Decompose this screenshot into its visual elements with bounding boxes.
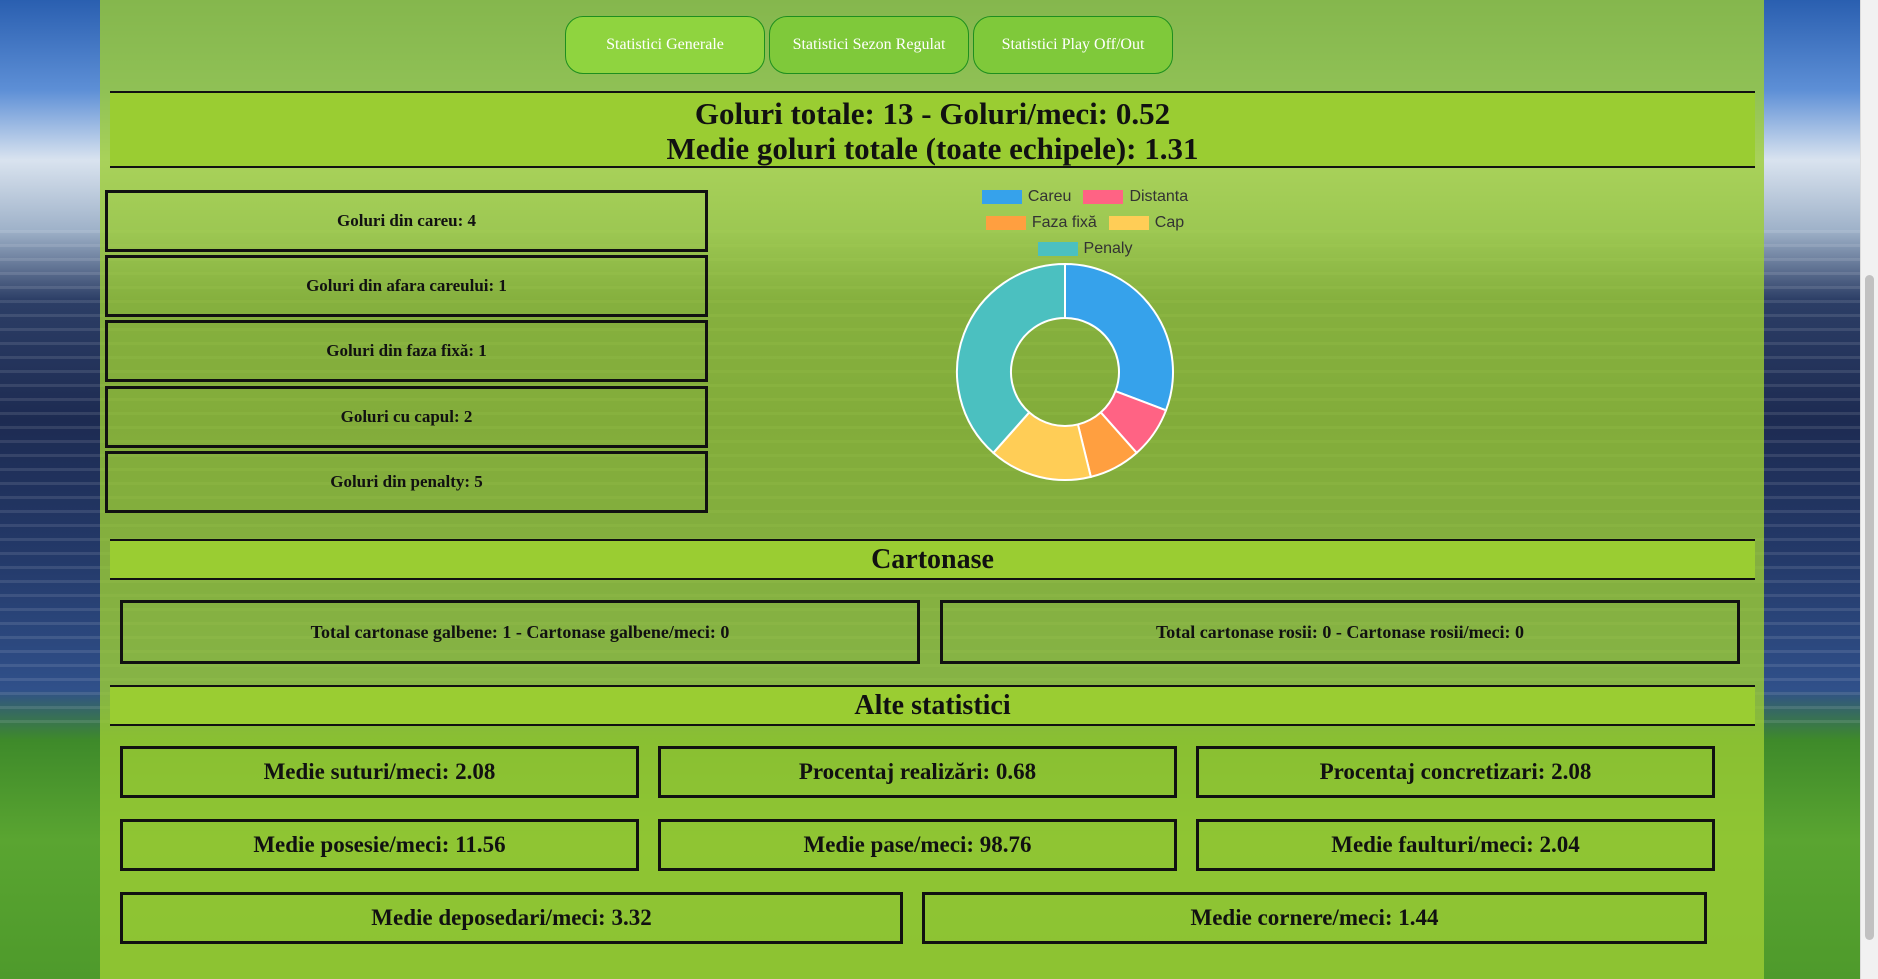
legend-item[interactable]: Distanta	[1083, 188, 1188, 206]
legend-swatch	[981, 190, 1022, 204]
red-cards-box: Total cartonase rosii: 0 - Cartonase ros…	[940, 600, 1740, 664]
scrollbar-thumb[interactable]	[1865, 275, 1874, 940]
stat-procentaj-realizari: Procentaj realizări: 0.68	[658, 746, 1177, 798]
legend-swatch	[1037, 242, 1078, 256]
other-stats-title-band: Alte statistici	[110, 685, 1755, 726]
cards-title-band: Cartonase	[110, 539, 1755, 580]
stat-cornere: Medie cornere/meci: 1.44	[922, 892, 1707, 944]
stat-suturi: Medie suturi/meci: 2.08	[120, 746, 639, 798]
tab-statistici-sezon-regulat[interactable]: Statistici Sezon Regulat	[769, 16, 969, 74]
legend-row: Careu Distanta	[955, 184, 1215, 210]
goal-type-penalty: Goluri din penalty: 5	[105, 451, 708, 513]
goals-doughnut-chart	[956, 262, 1174, 481]
legend-item[interactable]: Cap	[1108, 214, 1185, 232]
stat-posesie: Medie posesie/meci: 11.56	[120, 819, 639, 871]
legend-label: Careu	[1027, 188, 1072, 205]
legend-row: Penaly	[955, 236, 1215, 262]
chart-legend: Careu Distanta Faza fixă Cap Penaly	[955, 184, 1215, 262]
yellow-cards-box: Total cartonase galbene: 1 - Cartonase g…	[120, 600, 920, 664]
donut-slice-penaly[interactable]	[956, 262, 1066, 455]
stat-pase: Medie pase/meci: 98.76	[658, 819, 1177, 871]
legend-swatch	[1108, 216, 1149, 230]
goals-average-text: Medie goluri totale (toate echipele): 1.…	[666, 131, 1199, 166]
legend-swatch	[985, 216, 1026, 230]
stat-faulturi: Medie faulturi/meci: 2.04	[1196, 819, 1715, 871]
legend-label: Cap	[1154, 214, 1185, 231]
goal-type-careu: Goluri din careu: 4	[105, 190, 708, 252]
legend-label: Faza fixă	[1031, 214, 1097, 231]
goal-type-cap: Goluri cu capul: 2	[105, 386, 708, 448]
goal-type-afara-careu: Goluri din afara careului: 1	[105, 255, 708, 317]
goals-total-text: Goluri totale: 13 - Goluri/meci: 0.52	[694, 96, 1171, 131]
legend-item[interactable]: Careu	[981, 188, 1072, 206]
donut-slice-careu[interactable]	[1064, 262, 1174, 412]
legend-item[interactable]: Penaly	[1037, 240, 1133, 258]
legend-label: Penaly	[1083, 240, 1133, 257]
legend-swatch	[1083, 190, 1124, 204]
legend-item[interactable]: Faza fixă	[985, 214, 1097, 232]
legend-label: Distanta	[1129, 188, 1189, 205]
stats-nav: Statistici Generale Statistici Sezon Reg…	[565, 16, 1173, 74]
goals-summary-band: Goluri totale: 13 - Goluri/meci: 0.52 Me…	[110, 91, 1755, 168]
tab-statistici-generale[interactable]: Statistici Generale	[565, 16, 765, 74]
tab-statistici-play-off-out[interactable]: Statistici Play Off/Out	[973, 16, 1173, 74]
legend-row: Faza fixă Cap	[955, 210, 1215, 236]
goal-type-faza-fixa: Goluri din faza fixă: 1	[105, 320, 708, 382]
stat-procentaj-concretizari: Procentaj concretizari: 2.08	[1196, 746, 1715, 798]
stat-deposedari: Medie deposedari/meci: 3.32	[120, 892, 903, 944]
page-scrollbar[interactable]	[1860, 0, 1878, 979]
